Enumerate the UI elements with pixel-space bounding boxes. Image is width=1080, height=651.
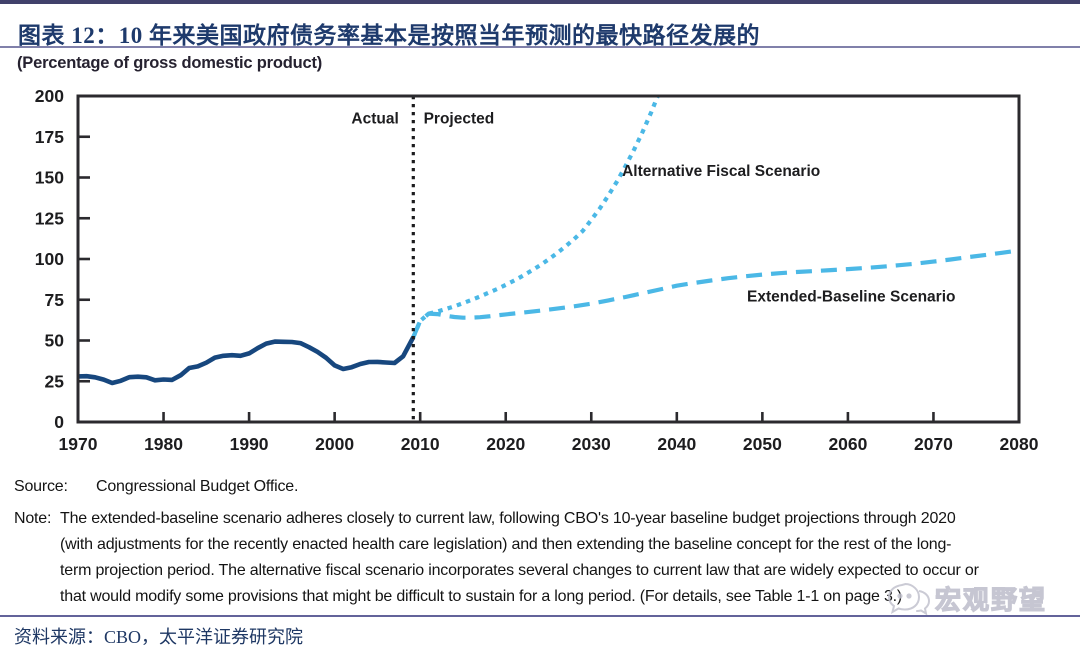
axis-unit-label: (Percentage of gross domestic product) [17, 54, 323, 72]
x-tick-label: 2000 [315, 434, 354, 454]
chart-annotation: Actual [351, 111, 398, 128]
y-tick-label: 25 [45, 371, 65, 391]
alternative-fiscal-line [411, 96, 660, 339]
note-row: Note: The extended-baseline scenario adh… [14, 506, 979, 610]
note-text: The extended-baseline scenario adheres c… [60, 506, 979, 610]
source-text: Congressional Budget Office. [96, 478, 299, 495]
x-tick-label: 2030 [572, 434, 611, 454]
actual-line [78, 336, 416, 386]
x-tick-label: 2010 [401, 434, 440, 454]
x-tick-label: 1990 [230, 434, 269, 454]
extended-baseline-line [411, 248, 1019, 339]
x-tick-label: 2070 [914, 434, 953, 454]
chart-annotation: Extended-Baseline Scenario [747, 288, 955, 305]
bottom-rule [0, 615, 1080, 617]
y-tick-label: 200 [35, 86, 64, 106]
x-tick-label: 2060 [828, 434, 867, 454]
y-tick-label: 50 [45, 331, 65, 351]
x-tick-label: 2080 [1000, 434, 1039, 454]
x-tick-label: 1970 [59, 434, 98, 454]
debt-projection-line-chart: 0 25 50 75 100 125 150 175 200 1970 1980 1990 2000 20… [35, 86, 1039, 454]
y-tick-label: 75 [45, 290, 65, 310]
x-tick-label: 1980 [144, 434, 183, 454]
chart-annotation: Alternative Fiscal Scenario [622, 163, 820, 180]
figure-title: 图表 12：10 年来美国政府债务率基本是按照当年预测的最快路径发展的 [18, 23, 760, 48]
note-line: that would modify some provisions that m… [60, 588, 903, 605]
note-line: The extended-baseline scenario adheres c… [60, 510, 956, 527]
y-tick-label: 0 [54, 412, 64, 432]
y-tick-label: 125 [35, 208, 64, 228]
x-tick-label: 2020 [486, 434, 525, 454]
y-tick-label: 150 [35, 168, 64, 188]
x-tick-label: 2040 [657, 434, 696, 454]
chart-annotation: Projected [424, 111, 495, 128]
title-underline [0, 46, 1080, 48]
note-label: Note: [14, 510, 52, 527]
note-line: term projection period. The alternative … [60, 562, 979, 579]
y-tick-label: 175 [35, 127, 64, 147]
top-rule [0, 0, 1080, 4]
x-tick-label: 2050 [743, 434, 782, 454]
y-tick-label: 100 [35, 249, 64, 269]
watermark: 宏观野望 [886, 580, 1047, 617]
footer-source: 资料来源：CBO，太平洋证券研究院 [14, 627, 304, 647]
watermark-text: 宏观野望 [934, 584, 1048, 615]
source-label: Source: [14, 478, 68, 495]
source-row: Source: Congressional Budget Office. [14, 478, 298, 496]
wechat-bubble-icon [887, 582, 931, 616]
note-line: (with adjustments for the recently enact… [60, 536, 952, 553]
plot-border [76, 94, 1021, 424]
